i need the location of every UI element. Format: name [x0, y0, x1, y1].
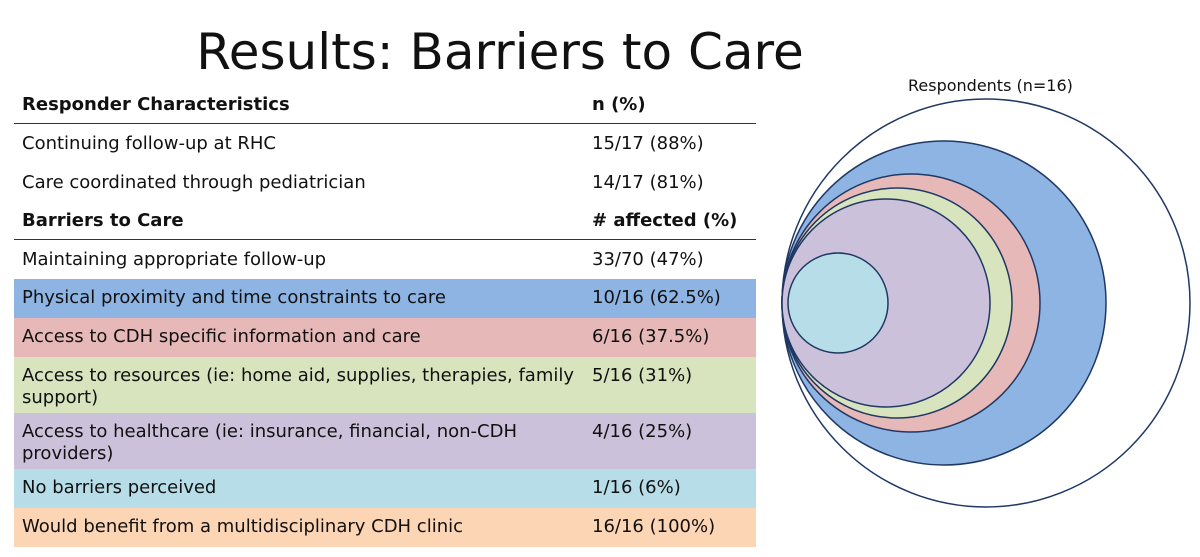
header-value: n (%) [592, 94, 646, 115]
row-value: 14/17 (81%) [592, 172, 704, 193]
table-row: Care coordinated through pediatrician 14… [14, 163, 756, 202]
row-label: Access to resources (ie: home aid, suppl… [22, 365, 575, 408]
header-label: Barriers to Care [22, 210, 184, 231]
venn-label: Respondents (n=16) [908, 76, 1073, 95]
table-row: Physical proximity and time constraints … [14, 279, 756, 318]
results-table: Responder Characteristics n (%) Continui… [14, 86, 756, 547]
nested-circle-diagram [781, 98, 1191, 508]
table-row: Access to resources (ie: home aid, suppl… [14, 357, 756, 413]
row-value: 15/17 (88%) [592, 133, 704, 154]
row-label: Maintaining appropriate follow-up [22, 249, 327, 270]
row-value: 33/70 (47%) [592, 249, 704, 270]
table-row: Continuing follow-up at RHC 15/17 (88%) [14, 124, 756, 163]
row-label: Access to healthcare (ie: insurance, fin… [22, 421, 518, 464]
row-label: Would benefit from a multidisciplinary C… [22, 516, 464, 537]
row-label: Care coordinated through pediatrician [22, 172, 366, 193]
header-label: Responder Characteristics [22, 94, 290, 115]
venn-circle-no-barriers [787, 252, 889, 354]
table-row: Access to healthcare (ie: insurance, fin… [14, 413, 756, 469]
row-label: Physical proximity and time constraints … [22, 287, 446, 308]
table-row: Maintaining appropriate follow-up 33/70 … [14, 240, 756, 279]
row-value: 10/16 (62.5%) [592, 287, 721, 308]
row-label: No barriers perceived [22, 477, 217, 498]
table-row: Access to CDH specific information and c… [14, 318, 756, 357]
row-value: 5/16 (31%) [592, 365, 693, 386]
row-value: 1/16 (6%) [592, 477, 681, 498]
row-label: Access to CDH specific information and c… [22, 326, 421, 347]
table-header-responder: Responder Characteristics n (%) [14, 86, 756, 124]
table-row: Would benefit from a multidisciplinary C… [14, 508, 756, 547]
slide-title: Results: Barriers to Care [196, 23, 804, 81]
row-value: 6/16 (37.5%) [592, 326, 710, 347]
table-header-barriers: Barriers to Care # affected (%) [14, 202, 756, 240]
row-value: 4/16 (25%) [592, 421, 693, 442]
row-value: 16/16 (100%) [592, 516, 716, 537]
table-row: No barriers perceived 1/16 (6%) [14, 469, 756, 508]
header-value: # affected (%) [592, 210, 738, 231]
row-label: Continuing follow-up at RHC [22, 133, 276, 154]
